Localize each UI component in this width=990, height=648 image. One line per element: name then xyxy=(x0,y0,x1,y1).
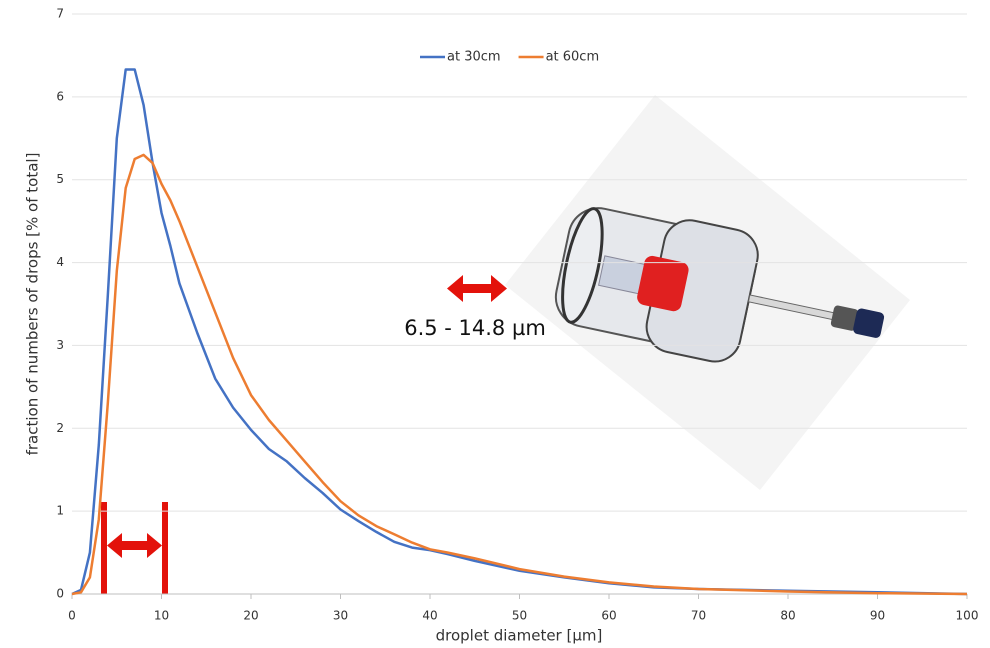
x-tick-label: 30 xyxy=(333,609,348,623)
y-tick-label: 6 xyxy=(56,89,64,103)
series-line xyxy=(71,153,968,596)
x-tick-label: 50 xyxy=(512,609,527,623)
y-tick-label: 4 xyxy=(56,255,64,269)
x-tick-label: 10 xyxy=(154,609,169,623)
x-tick-label: 60 xyxy=(601,609,616,623)
x-tick-label: 80 xyxy=(780,609,795,623)
x-tick-label: 20 xyxy=(243,609,258,623)
x-tick-label: 40 xyxy=(422,609,437,623)
x-tick-label: 70 xyxy=(691,609,706,623)
x-tick-label: 0 xyxy=(68,609,76,623)
range-marker xyxy=(101,275,507,594)
x-tick-label: 100 xyxy=(956,609,979,623)
annotation: 6.5 - 14.8 µm xyxy=(404,316,546,340)
y-tick-label: 2 xyxy=(56,421,64,435)
y-tick-label: 3 xyxy=(56,338,64,352)
device-illustration xyxy=(505,95,910,490)
x-axis-title: droplet diameter [µm] xyxy=(436,627,603,645)
y-tick-label: 7 xyxy=(56,7,64,21)
legend-label: at 30cm xyxy=(447,50,501,65)
y-tick-label: 1 xyxy=(56,504,64,518)
x-tick-label: 90 xyxy=(870,609,885,623)
legend-label: at 60cm xyxy=(546,50,600,65)
y-tick-label: 5 xyxy=(56,172,64,186)
y-axis-title: fraction of numbers of drops [% of total… xyxy=(24,153,42,456)
y-tick-label: 0 xyxy=(56,587,64,601)
